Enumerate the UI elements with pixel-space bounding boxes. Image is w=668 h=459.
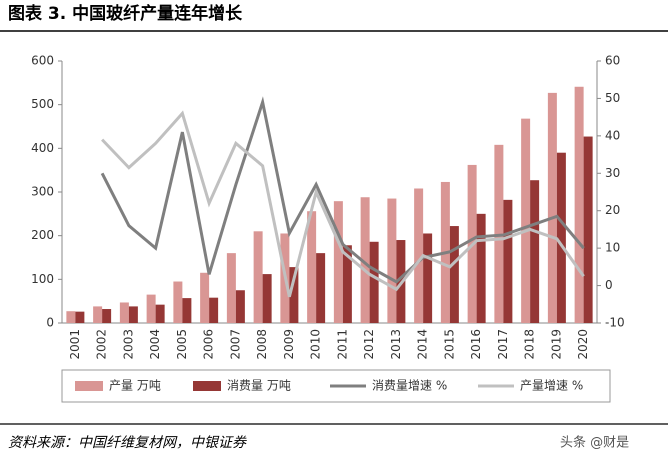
bar	[316, 253, 326, 323]
x-tick-label: 2017	[496, 329, 510, 360]
line	[101, 110, 585, 298]
y2-tick-label: 0	[605, 278, 613, 292]
y-tick-label: 0	[46, 316, 54, 330]
bar	[307, 211, 317, 323]
y-tick-label: 600	[31, 54, 54, 68]
bar	[556, 152, 566, 323]
y-tick-label: 400	[31, 141, 54, 155]
x-tick-label: 2019	[549, 329, 563, 360]
y-tick-label: 300	[31, 185, 54, 199]
bar	[521, 118, 531, 323]
x-tick-label: 2006	[202, 329, 216, 360]
x-tick-label: 2007	[228, 329, 242, 360]
bar	[102, 309, 112, 323]
bar	[369, 241, 379, 323]
y-tick-label: 500	[31, 97, 54, 111]
x-tick-label: 2004	[148, 329, 162, 360]
bar	[226, 253, 236, 323]
y2-tick-label: 20	[605, 203, 620, 217]
bar	[476, 213, 486, 323]
y2-tick-label: 50	[605, 91, 620, 105]
legend-label: 产量增速 %	[520, 379, 583, 393]
legend-swatch	[75, 381, 103, 391]
bar	[209, 297, 219, 323]
bar	[583, 136, 593, 323]
x-tick-label: 2020	[576, 329, 590, 360]
y2-tick-label: 10	[605, 241, 620, 255]
bar	[360, 197, 370, 323]
line	[100, 96, 585, 284]
bar	[75, 311, 85, 323]
x-tick-label: 2014	[416, 329, 430, 360]
bar	[423, 233, 433, 323]
watermark: 头条 @财是	[560, 435, 629, 451]
bar	[530, 180, 540, 323]
x-tick-label: 2016	[469, 329, 483, 360]
x-tick-label: 2005	[175, 329, 189, 360]
x-tick-label: 2011	[335, 329, 349, 360]
y2-tick-label: -10	[605, 316, 625, 330]
legend-label: 消费量增速 %	[372, 379, 447, 393]
x-tick-label: 2012	[362, 329, 376, 360]
x-tick-label: 2010	[309, 329, 323, 360]
source: 资料来源：中国纤维复材网，中银证券	[8, 435, 247, 451]
legend-label: 消费量 万吨	[227, 379, 291, 393]
legend-box	[61, 369, 611, 403]
bar	[200, 272, 210, 323]
legend-label: 产量 万吨	[109, 379, 161, 393]
bar	[155, 304, 165, 323]
x-tick-label: 2013	[389, 329, 403, 360]
x-tick-label: 2002	[95, 329, 109, 360]
bar	[289, 267, 299, 323]
x-tick-label: 2001	[68, 329, 82, 360]
bar	[235, 290, 245, 323]
bar	[128, 306, 138, 323]
x-tick-label: 2003	[121, 329, 135, 360]
bar	[449, 226, 459, 323]
y-tick-label: 100	[31, 272, 54, 286]
legend-swatch	[193, 381, 221, 391]
x-tick-label: 2008	[255, 329, 269, 360]
bar	[387, 198, 397, 323]
y2-tick-label: 60	[605, 54, 620, 68]
bar	[262, 274, 272, 323]
bar	[503, 199, 513, 323]
bar	[333, 201, 343, 323]
x-tick-label: 2009	[282, 329, 296, 360]
bar	[146, 294, 156, 323]
y2-tick-label: 30	[605, 166, 620, 180]
bar	[119, 302, 129, 323]
bar	[414, 188, 424, 323]
bar	[253, 231, 263, 323]
chart-title: 图表 3. 中国玻纤产量连年增长	[8, 3, 243, 24]
bar	[173, 281, 183, 323]
x-tick-label: 2018	[523, 329, 537, 360]
bar	[547, 92, 557, 323]
bar	[574, 86, 584, 323]
bar	[66, 311, 76, 323]
x-tick-label: 2015	[442, 329, 456, 360]
bar	[342, 245, 352, 323]
bar	[182, 298, 192, 323]
y2-tick-label: 40	[605, 128, 620, 142]
bar	[93, 306, 103, 323]
y-tick-label: 200	[31, 228, 54, 242]
